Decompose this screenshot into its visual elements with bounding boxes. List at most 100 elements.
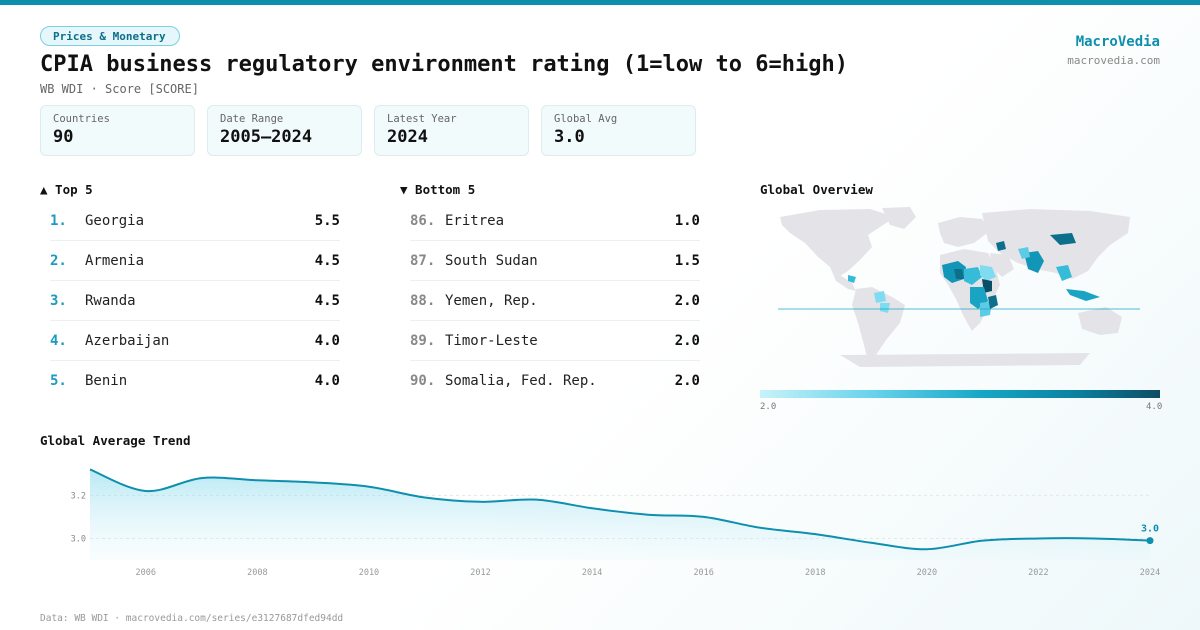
country-value: 4.0 bbox=[314, 373, 340, 389]
country-name: Rwanda bbox=[85, 292, 136, 309]
europe bbox=[938, 217, 990, 247]
trend-chart[interactable]: 3.0 3.2 3.0 2006 2008 2010 2012 2014 2016 2018 202… bbox=[40, 455, 1160, 585]
country-region bbox=[880, 303, 890, 313]
top5-list: 1. Georgia 5.5 2. Armenia 4.5 3. Rwanda … bbox=[50, 201, 340, 401]
rank-number: 2. bbox=[50, 252, 67, 269]
stat-label: Global Avg bbox=[554, 113, 618, 125]
legend-min-label: 2.0 bbox=[760, 402, 777, 412]
list-item[interactable]: 4. Azerbaijan 4.0 bbox=[50, 321, 340, 361]
trend-area bbox=[90, 469, 1150, 560]
rank-number: 89. bbox=[410, 332, 436, 349]
rank-number: 90. bbox=[410, 373, 436, 389]
stat-card-latest-year: Latest Year 2024 bbox=[374, 105, 529, 156]
country-value: 2.0 bbox=[674, 332, 700, 349]
stat-card-date-range: Date Range 2005–2024 bbox=[207, 105, 362, 156]
stat-value: 3.0 bbox=[554, 127, 585, 147]
country-value: 4.5 bbox=[314, 292, 340, 309]
country-value: 1.0 bbox=[674, 212, 700, 229]
country-name: Azerbaijan bbox=[85, 332, 170, 349]
world-map-svg bbox=[778, 207, 1140, 367]
page-title: CPIA business regulatory environment rat… bbox=[40, 52, 848, 77]
country-region bbox=[954, 269, 964, 279]
country-region bbox=[874, 291, 886, 303]
country-region bbox=[1050, 233, 1076, 245]
rank-number: 88. bbox=[410, 292, 436, 309]
list-item[interactable]: 89. Timor-Leste 2.0 bbox=[410, 321, 700, 361]
x-tick-label: 2010 bbox=[359, 568, 379, 578]
world-map[interactable] bbox=[760, 205, 1160, 380]
stat-card-countries: Countries 90 bbox=[40, 105, 195, 156]
country-name: Somalia, Fed. Rep. bbox=[445, 373, 597, 389]
central-america bbox=[830, 267, 856, 291]
country-region bbox=[1066, 289, 1100, 301]
rank-number: 86. bbox=[410, 212, 436, 229]
x-tick-label: 2006 bbox=[136, 568, 156, 578]
country-region bbox=[1018, 247, 1030, 259]
trend-end-label: 3.0 bbox=[1141, 524, 1159, 535]
x-tick-label: 2024 bbox=[1140, 568, 1160, 578]
x-tick-label: 2012 bbox=[470, 568, 490, 578]
colored-countries bbox=[848, 233, 1100, 317]
list-item[interactable]: 1. Georgia 5.5 bbox=[50, 201, 340, 241]
x-tick-label: 2016 bbox=[693, 568, 713, 578]
country-name: Benin bbox=[85, 373, 128, 389]
rank-number: 1. bbox=[50, 212, 67, 229]
stat-card-global-avg: Global Avg 3.0 bbox=[541, 105, 696, 156]
country-name: Timor-Leste bbox=[445, 332, 538, 349]
legend-max-label: 4.0 bbox=[1146, 402, 1163, 412]
list-item[interactable]: 90. Somalia, Fed. Rep. 2.0 bbox=[410, 361, 700, 401]
country-region bbox=[1056, 265, 1072, 281]
category-tag[interactable]: Prices & Monetary bbox=[40, 26, 180, 46]
x-tick-label: 2018 bbox=[805, 568, 825, 578]
asia bbox=[982, 209, 1130, 279]
land-masses bbox=[780, 207, 1130, 367]
y-tick-label: 3.0 bbox=[71, 534, 86, 544]
country-name: Georgia bbox=[85, 212, 145, 229]
stat-value: 90 bbox=[53, 127, 74, 147]
list-item[interactable]: 2. Armenia 4.5 bbox=[50, 241, 340, 281]
country-region bbox=[980, 265, 996, 281]
brand: MacroVedia macrovedia.com bbox=[1067, 34, 1160, 67]
brand-url[interactable]: macrovedia.com bbox=[1067, 54, 1160, 67]
list-item[interactable]: 3. Rwanda 4.5 bbox=[50, 281, 340, 321]
brand-name[interactable]: MacroVedia bbox=[1075, 34, 1160, 50]
list-item[interactable]: 88. Yemen, Rep. 2.0 bbox=[410, 281, 700, 321]
country-value: 4.5 bbox=[314, 252, 340, 269]
country-value: 2.0 bbox=[674, 373, 700, 389]
list-item[interactable]: 5. Benin 4.0 bbox=[50, 361, 340, 401]
map-heading: Global Overview bbox=[760, 182, 873, 197]
trend-end-point bbox=[1146, 537, 1154, 545]
south-america bbox=[852, 287, 905, 361]
antarctica bbox=[840, 353, 1090, 367]
country-value: 1.5 bbox=[674, 252, 700, 269]
north-america bbox=[780, 209, 895, 277]
rank-number: 3. bbox=[50, 292, 67, 309]
country-value: 5.5 bbox=[314, 212, 340, 229]
x-tick-label: 2008 bbox=[247, 568, 267, 578]
trend-heading: Global Average Trend bbox=[40, 433, 191, 448]
country-region bbox=[988, 295, 998, 309]
rank-number: 5. bbox=[50, 373, 67, 389]
list-item[interactable]: 87. South Sudan 1.5 bbox=[410, 241, 700, 281]
stat-label: Latest Year bbox=[387, 113, 457, 125]
greenland bbox=[882, 207, 916, 229]
stat-label: Date Range bbox=[220, 113, 284, 125]
map-legend-gradient bbox=[760, 390, 1160, 398]
australia bbox=[1078, 307, 1122, 335]
footer-source: Data: WB WDI · macrovedia.com/series/e31… bbox=[40, 613, 344, 624]
bottom5-heading: ▼ Bottom 5 bbox=[400, 182, 476, 197]
country-name: Armenia bbox=[85, 252, 145, 269]
stat-value: 2024 bbox=[387, 127, 428, 147]
trend-line bbox=[89, 468, 1151, 551]
trend-chart-svg: 3.0 3.2 3.0 2006 2008 2010 2012 2014 2016 2018 202… bbox=[71, 468, 1160, 578]
country-name: Yemen, Rep. bbox=[445, 292, 538, 309]
y-tick-label: 3.2 bbox=[71, 491, 86, 501]
page-subtitle: WB WDI · Score [SCORE] bbox=[40, 82, 199, 96]
country-value: 2.0 bbox=[674, 292, 700, 309]
country-region bbox=[964, 267, 982, 285]
x-tick-label: 2020 bbox=[917, 568, 937, 578]
country-name: South Sudan bbox=[445, 252, 538, 269]
list-item[interactable]: 86. Eritrea 1.0 bbox=[410, 201, 700, 241]
country-value: 4.0 bbox=[314, 332, 340, 349]
rank-number: 4. bbox=[50, 332, 67, 349]
